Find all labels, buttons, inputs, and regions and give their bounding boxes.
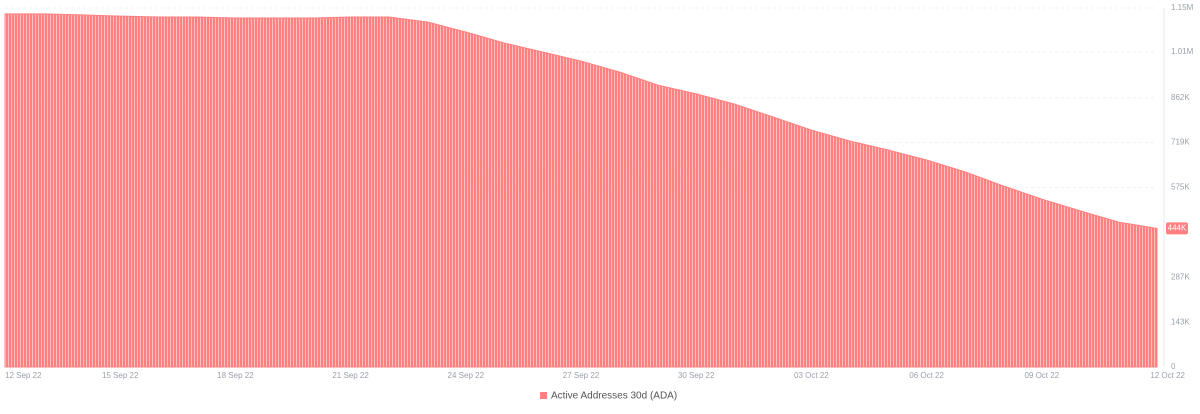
- x-tick-label: 06 Oct 22: [909, 371, 944, 380]
- value-label: 444K: [1168, 224, 1187, 233]
- value-label-bg: [1166, 222, 1188, 235]
- x-tick-label: 18 Sep 22: [217, 371, 254, 380]
- x-tick-label: 27 Sep 22: [563, 371, 600, 380]
- y-tick-label: 1.15M: [1171, 3, 1194, 12]
- legend-label: Active Addresses 30d (ADA): [551, 391, 677, 402]
- area: [4, 13, 1158, 368]
- y-tick-label: 575K: [1171, 183, 1190, 192]
- x-tick-label: 12 Sep 22: [5, 371, 42, 380]
- x-tick-label: 09 Oct 22: [1024, 371, 1059, 380]
- x-tick-label: 15 Sep 22: [102, 371, 139, 380]
- y-tick-label: 719K: [1171, 138, 1190, 147]
- x-tick-label: 03 Oct 22: [794, 371, 829, 380]
- x-tick-label: 24 Sep 22: [448, 371, 485, 380]
- x-tick-label: 12 Oct 22: [1150, 371, 1185, 380]
- y-tick-label: 0: [1171, 362, 1176, 371]
- y-tick-label: 287K: [1171, 273, 1190, 282]
- x-tick-label: 30 Sep 22: [678, 371, 715, 380]
- y-tick-label: 143K: [1171, 317, 1190, 326]
- legend-swatch: [540, 392, 547, 399]
- x-tick-label: 21 Sep 22: [332, 371, 369, 380]
- y-tick-label: 1.01M: [1171, 47, 1194, 56]
- y-tick-label: 862K: [1171, 93, 1190, 102]
